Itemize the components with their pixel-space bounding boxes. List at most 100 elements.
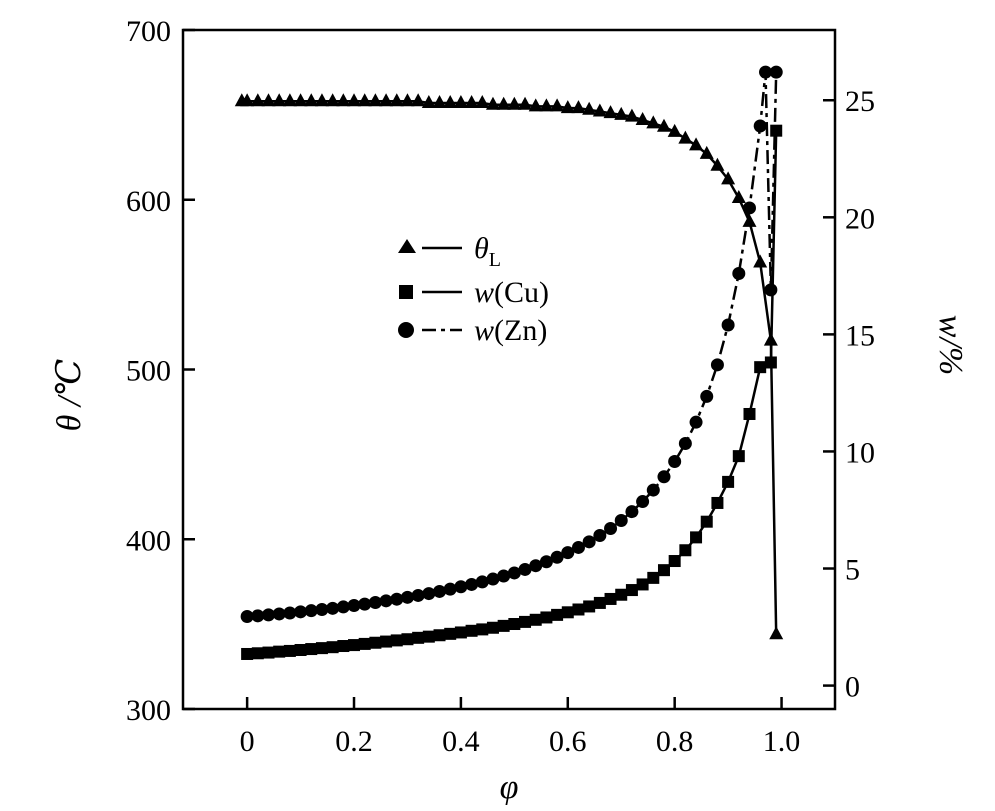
circle-point	[411, 588, 425, 602]
triangle-point	[432, 94, 447, 108]
circle-point	[262, 608, 276, 622]
circle-point	[759, 65, 773, 79]
square-point	[273, 645, 286, 658]
square-point	[625, 584, 638, 597]
circle-point	[689, 415, 703, 429]
triangle-point	[550, 98, 565, 112]
square-point	[305, 643, 318, 656]
square-point	[711, 496, 724, 509]
triangle-point	[379, 93, 394, 107]
legend-square-marker	[399, 285, 413, 299]
triangle-point	[769, 626, 784, 640]
circle-point	[593, 529, 607, 543]
circle-point	[465, 577, 479, 591]
triangle-point	[443, 94, 458, 108]
triangle-point	[507, 96, 522, 110]
square-point	[583, 600, 596, 613]
triangle-point	[603, 105, 618, 119]
triangle-point	[667, 123, 682, 137]
circle-point	[240, 610, 254, 624]
triangle-point	[250, 93, 265, 107]
square-point	[454, 626, 467, 639]
triangle-point	[357, 93, 372, 107]
x-tick-label: 0.6	[549, 725, 587, 758]
square-point	[358, 637, 371, 650]
circle-point	[764, 283, 778, 297]
circle-point	[368, 595, 382, 609]
x-axis-title: φ	[500, 769, 519, 806]
square-point	[722, 475, 735, 488]
legend-label-w-cu: w(Cu)	[474, 276, 549, 309]
circle-point	[529, 559, 543, 573]
triangle-point	[528, 98, 543, 112]
circle-point	[486, 572, 500, 586]
triangle-point	[753, 254, 768, 268]
legend-item-theta-l: θL	[398, 232, 501, 271]
legend-circle-marker	[398, 322, 414, 338]
circle-point	[614, 514, 628, 528]
triangle-point	[240, 93, 255, 107]
y-left-tick-label: 300	[126, 694, 171, 727]
square-point	[326, 641, 339, 654]
triangle-point	[475, 94, 490, 108]
square-point	[508, 618, 521, 631]
triangle-point	[614, 106, 629, 120]
square-point	[337, 640, 350, 653]
y-right-tick-label: 10	[845, 436, 875, 469]
square-point	[754, 361, 767, 374]
square-point	[551, 608, 564, 621]
circle-point	[443, 582, 457, 596]
circle-point	[561, 546, 575, 560]
square-point	[657, 564, 670, 577]
triangle-point	[539, 98, 554, 112]
y-right-tick-label: 25	[845, 85, 875, 118]
circle-point	[571, 540, 585, 554]
square-point	[497, 619, 510, 632]
circle-point	[657, 470, 671, 484]
circle-point	[454, 580, 468, 594]
x-tick-label: 0.2	[335, 725, 373, 758]
series	[234, 65, 784, 660]
square-point	[348, 639, 361, 652]
circle-point	[294, 605, 308, 619]
circle-point	[304, 604, 318, 618]
square-point	[283, 644, 296, 657]
legend-label-theta-l: θL	[474, 232, 501, 271]
circle-point	[625, 505, 639, 519]
square-point	[668, 555, 681, 568]
square-point	[433, 629, 446, 642]
triangle-point	[592, 103, 607, 117]
triangle-point	[624, 108, 639, 122]
triangle-point	[721, 171, 736, 185]
square-point	[529, 613, 542, 626]
square-point	[444, 627, 457, 640]
circle-point	[497, 569, 511, 583]
square-point	[380, 635, 393, 648]
square-point	[401, 633, 414, 646]
square-point	[422, 630, 435, 643]
square-point	[294, 643, 307, 656]
square-point	[486, 621, 499, 634]
circle-point	[518, 562, 532, 576]
triangle-point	[314, 93, 329, 107]
y-left-tick-label: 700	[126, 15, 171, 48]
y-axis-right-title: w/%	[932, 315, 969, 375]
y-left-tick-label: 500	[126, 355, 171, 388]
square-point	[743, 407, 756, 420]
legend-triangle-marker	[398, 239, 416, 253]
square-point	[465, 624, 478, 637]
circle-point	[422, 587, 436, 601]
triangle-point	[325, 93, 340, 107]
circle-point	[507, 566, 521, 580]
circle-point	[272, 607, 286, 621]
series-line	[241, 100, 778, 635]
circle-point	[433, 584, 447, 598]
square-point	[732, 450, 745, 463]
legend-item-w-zn: w(Zn)	[398, 314, 547, 347]
square-point	[572, 603, 585, 616]
triangle-point	[678, 130, 693, 144]
x-tick-label: 0.4	[442, 725, 480, 758]
circle-point	[400, 590, 414, 604]
triangle-point	[389, 93, 404, 107]
triangle-point	[293, 93, 308, 107]
